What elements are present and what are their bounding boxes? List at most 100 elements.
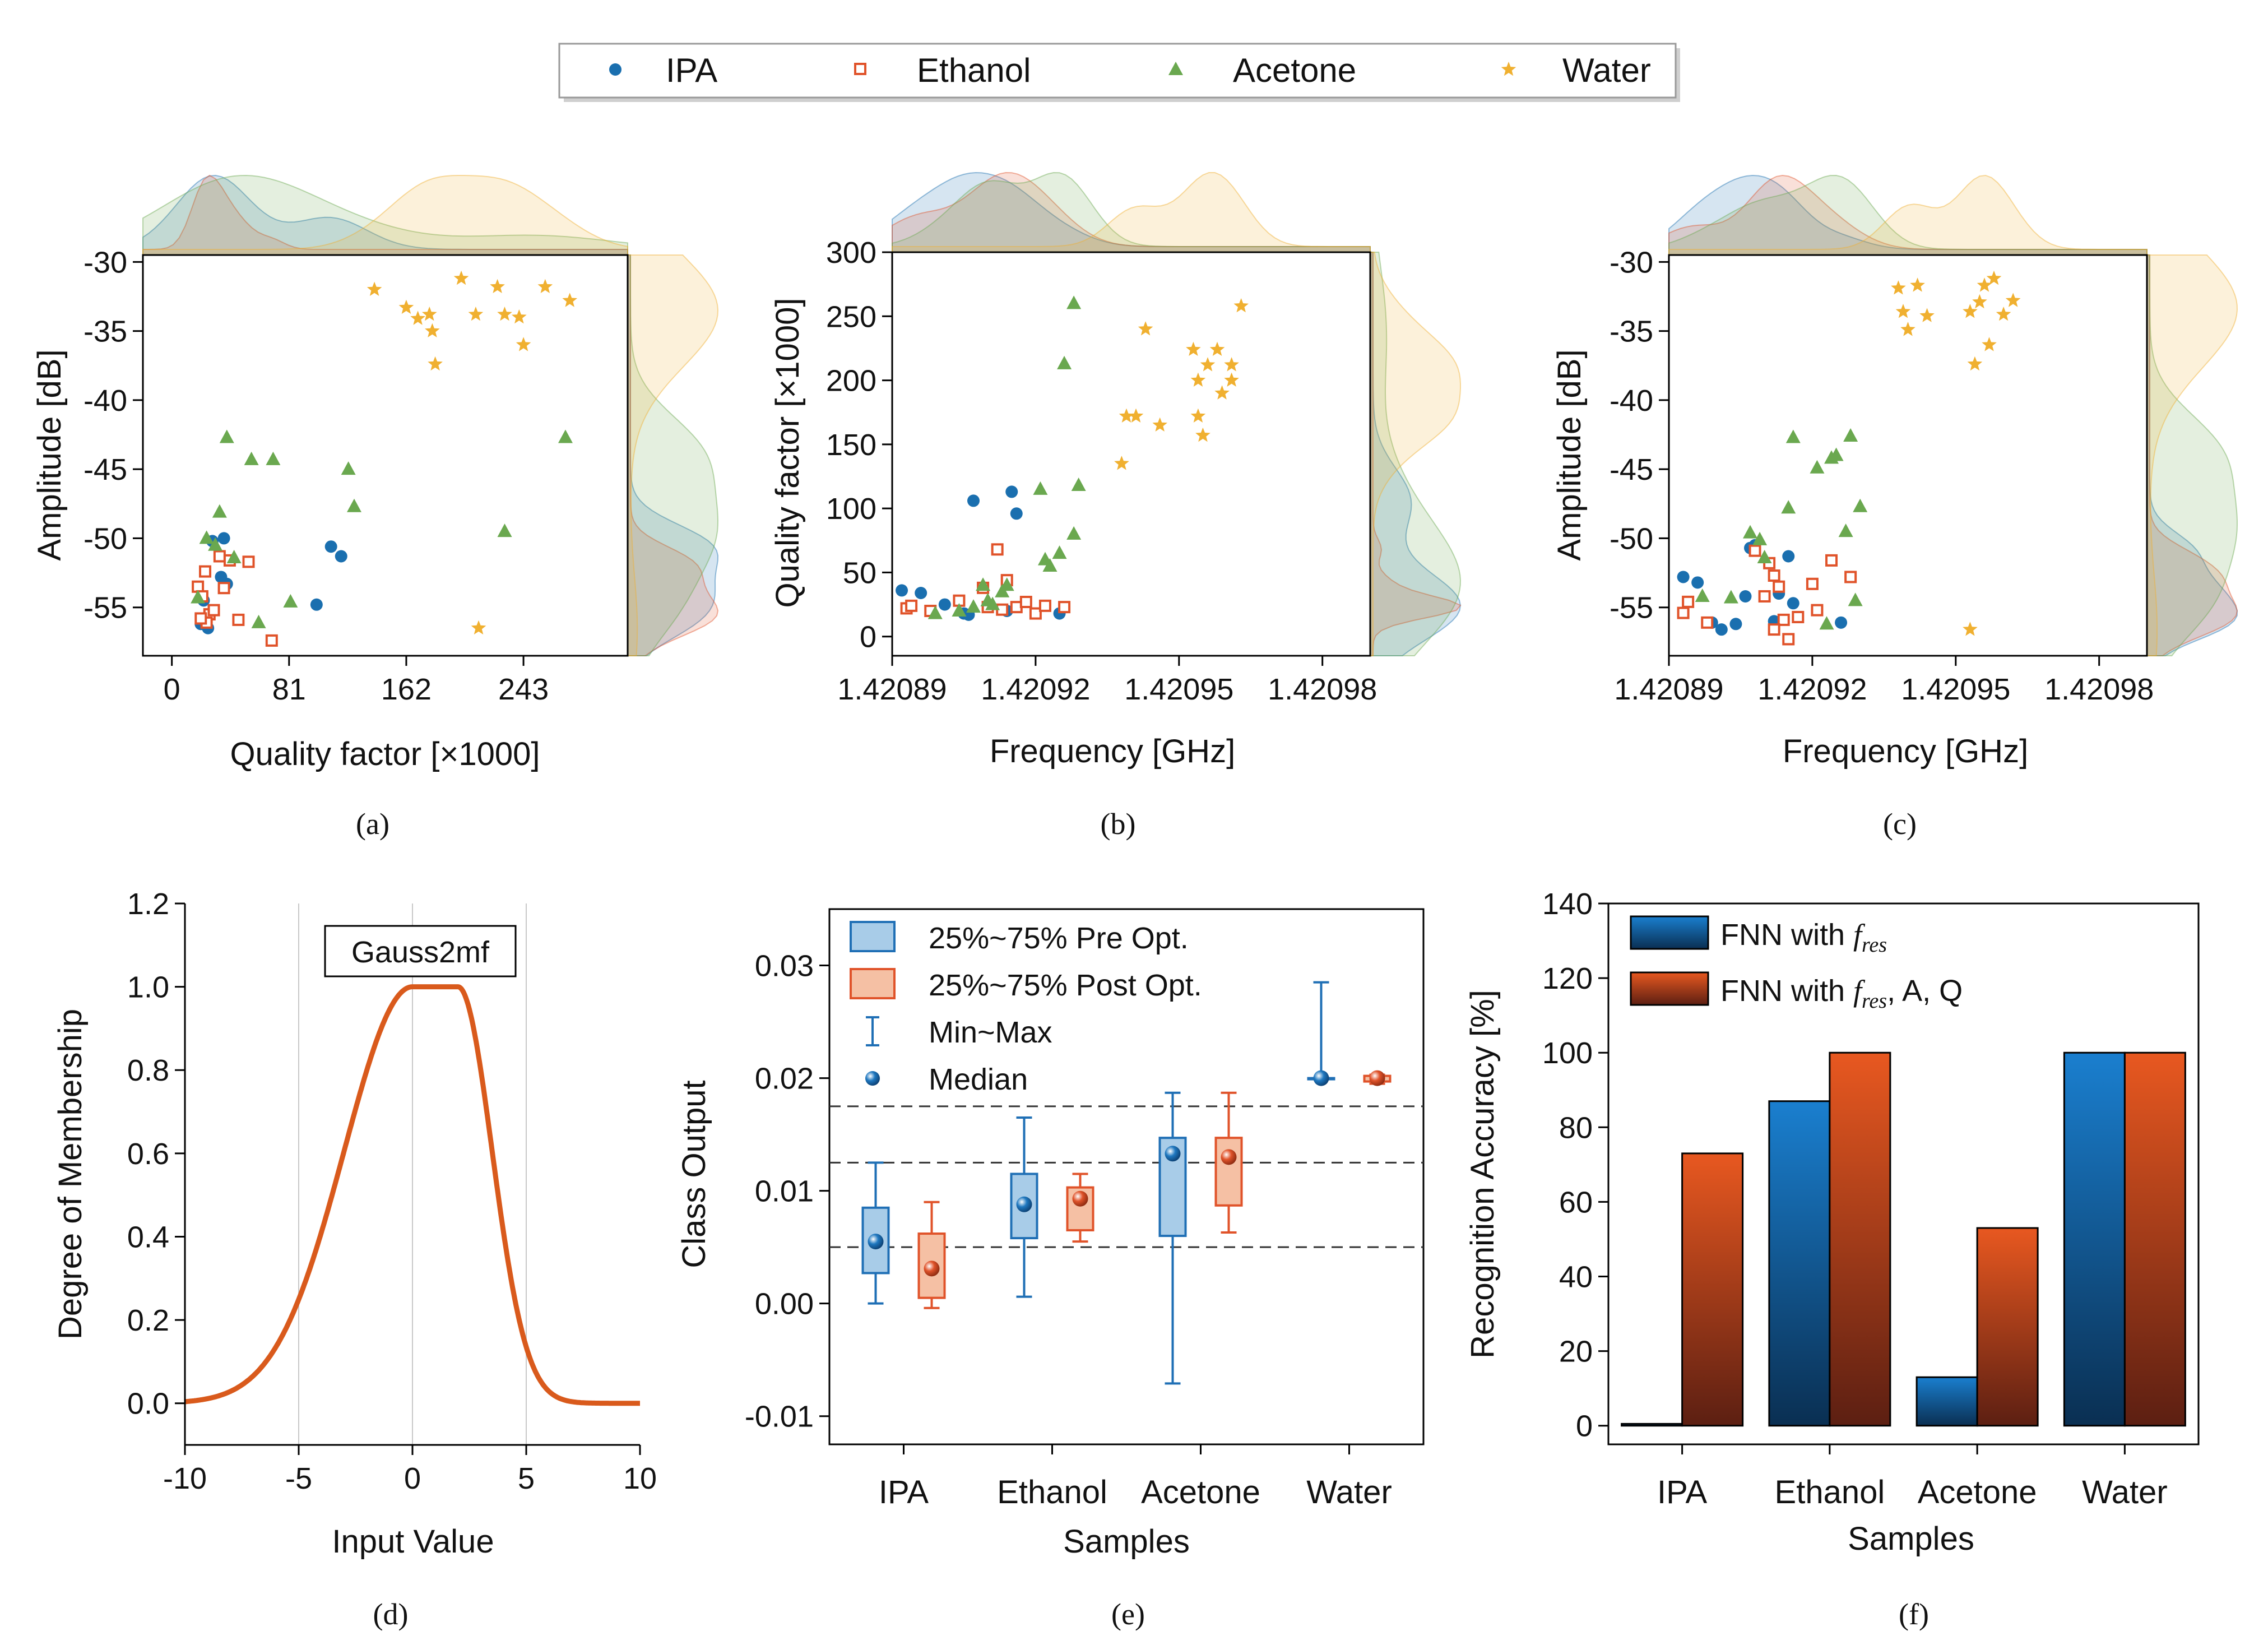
marginal-top-ipa	[892, 172, 1371, 253]
point-acetone	[952, 603, 967, 617]
panel-c-points	[1677, 270, 2021, 646]
legend-pre-label: 25%~75% Pre Opt.	[929, 921, 1189, 955]
panel-c-marginals	[1668, 174, 2238, 656]
y-tick-label: 100	[1542, 1036, 1593, 1070]
panel-d: -10 -5 0 5 100.00.20.40.60.81.01.2 Gauss2mf …	[52, 887, 657, 1631]
point-water	[1128, 408, 1144, 423]
point-water	[398, 299, 414, 314]
point-water	[1138, 321, 1153, 336]
panel-f-ticks: 0 20 40 60 80 100 120 140 IPA Ethanol Acetone Water	[1542, 887, 2168, 1510]
x-tick-label: 0	[164, 673, 180, 706]
panel-a-xlabel: Quality factor [×1000]	[230, 736, 540, 772]
y-tick-label: -50	[1610, 522, 1653, 555]
point-ethanol	[1844, 571, 1857, 583]
y-tick-label: 200	[826, 364, 876, 398]
point-ipa	[1677, 571, 1690, 583]
y-tick-label: 60	[1559, 1185, 1593, 1219]
y-tick-label: 0.6	[127, 1137, 169, 1171]
point-ipa	[915, 587, 927, 599]
point-acetone	[199, 530, 214, 544]
point-acetone	[1810, 460, 1825, 474]
point-ethanol	[1058, 601, 1071, 614]
point-ipa	[1787, 597, 1799, 610]
panel-b-frame	[891, 251, 1371, 657]
legend-post-swatch	[850, 968, 896, 999]
x-tick-label: 1.42095	[1901, 673, 2010, 706]
panel-d-annotation-box	[324, 925, 517, 977]
median-marker	[1072, 1190, 1088, 1207]
point-acetone	[1785, 429, 1801, 443]
panel-d-label: (d)	[373, 1597, 409, 1631]
x-tick-label: 1.42092	[1757, 673, 1867, 706]
y-tick-label: 0.00	[755, 1287, 814, 1321]
point-ethanol	[265, 634, 278, 647]
bar-fres	[1768, 1100, 1831, 1427]
legend-acetone-marker	[1168, 62, 1183, 75]
panel-a-frame	[142, 254, 629, 657]
y-tick-label: 0	[860, 620, 876, 654]
point-acetone	[1066, 526, 1082, 540]
point-ethanol	[1682, 595, 1695, 608]
marginal-top-water	[142, 175, 628, 256]
panel-a-label: (a)	[356, 807, 389, 841]
legend-faq-prefix: FNN with	[1720, 974, 1853, 1008]
median-marker	[1221, 1149, 1237, 1165]
legend-faq-swatch	[1630, 971, 1709, 1006]
point-acetone	[1819, 616, 1834, 630]
point-water	[1152, 417, 1167, 432]
point-acetone	[976, 577, 991, 591]
point-water	[1967, 356, 1983, 371]
marginal-right-acetone	[627, 254, 719, 656]
point-water	[421, 307, 437, 321]
legend-minmax-label: Min~Max	[929, 1016, 1052, 1049]
point-water	[1895, 304, 1911, 318]
point-acetone	[251, 614, 266, 628]
legend-fres-swatch	[1630, 915, 1709, 950]
y-tick-label: 50	[843, 556, 876, 590]
panel-b-points	[896, 295, 1249, 621]
point-ipa	[1691, 576, 1704, 589]
legend-fres-label: FNN with fres	[1720, 918, 1887, 957]
y-tick-label: -55	[84, 591, 127, 625]
iqr-box	[1214, 1137, 1243, 1207]
point-acetone	[1057, 355, 1072, 369]
point-water	[1963, 622, 1978, 636]
legend-pre-swatch	[850, 921, 896, 952]
point-ethanol	[213, 550, 226, 563]
point-ipa	[1739, 590, 1752, 603]
point-ethanol	[242, 555, 255, 568]
point-water	[1200, 357, 1216, 372]
point-ethanol	[232, 613, 245, 626]
point-water	[1996, 307, 2011, 321]
marginal-right-ethanol	[2146, 254, 2238, 656]
x-tick-label: 1.42092	[981, 673, 1090, 706]
point-ethanol	[1768, 569, 1780, 582]
point-acetone	[558, 429, 573, 443]
point-ipa	[896, 584, 908, 597]
x-tick-label: Water	[1306, 1474, 1392, 1510]
point-ethanol	[1773, 580, 1785, 593]
point-acetone	[208, 537, 223, 551]
x-tick-label: 1.42089	[1614, 673, 1723, 706]
y-tick-label: 300	[826, 236, 876, 270]
point-ethanol	[1029, 607, 1042, 620]
marginal-top-ethanol	[142, 174, 628, 256]
marginal-right-ethanol	[1370, 252, 1462, 656]
point-ethanol	[1038, 599, 1051, 612]
point-ipa	[335, 550, 347, 563]
x-tick-label: 0	[404, 1462, 421, 1495]
point-acetone	[341, 461, 356, 475]
x-tick-label: 162	[381, 673, 432, 706]
x-tick-label: Acetone	[1141, 1474, 1260, 1510]
point-water	[1982, 337, 1997, 351]
point-acetone	[1752, 531, 1768, 545]
legend-ipa-label: IPA	[666, 52, 717, 89]
panel-f-legend: FNN with fres FNN with fres, A, Q	[1630, 915, 1963, 1013]
bar-fres-a-q	[2123, 1051, 2186, 1427]
legend-water-marker	[1501, 62, 1516, 76]
marginal-top-water	[892, 172, 1371, 253]
marginal-top-acetone	[142, 174, 628, 256]
y-tick-label: 0	[1576, 1410, 1593, 1443]
point-water	[1224, 372, 1239, 387]
point-water	[1190, 408, 1206, 423]
